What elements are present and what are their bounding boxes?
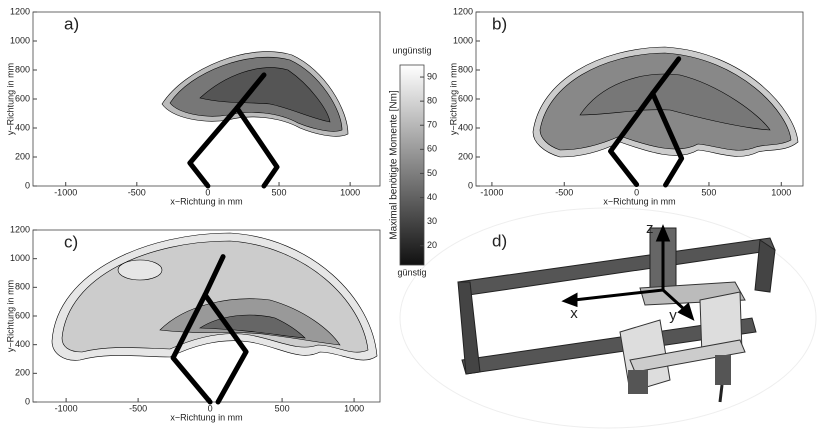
colorbar-top-label: ungünstig — [392, 45, 431, 55]
axis-y-label: y — [669, 307, 677, 324]
colorbar-label: Maximal benötigte Momente [Nm] — [389, 90, 400, 240]
figure: z x y d) -1000-5000500100002004006008001… — [0, 0, 817, 430]
y-axis-label: y−Richtung in mm — [5, 63, 15, 135]
y-tick-label: 400 — [15, 122, 30, 132]
colorbar-tick-label: 70 — [427, 120, 437, 130]
y-tick-label: 0 — [25, 396, 30, 406]
y-tick-label: 600 — [15, 93, 30, 103]
panel-label: b) — [492, 14, 507, 33]
colorbar-tick-label: 30 — [427, 216, 437, 226]
x-axis-label: x−Richtung in mm — [603, 196, 675, 206]
y-tick-label: 1000 — [10, 35, 30, 45]
x-tick-label: 1000 — [344, 403, 364, 413]
x-tick-label: 500 — [701, 187, 716, 197]
panel-label: a) — [64, 14, 79, 33]
y-tick-label: 1200 — [10, 224, 30, 234]
x-tick-label: -500 — [129, 403, 147, 413]
x-tick-label: -1000 — [55, 403, 78, 413]
colorbar-tick-label: 40 — [427, 192, 437, 202]
x-tick-label: 500 — [272, 187, 287, 197]
x-axis-label: x−Richtung in mm — [170, 412, 242, 422]
colorbar-tick-label: 50 — [427, 168, 437, 178]
contour-b — [533, 47, 798, 157]
axis-x-label: x — [570, 305, 578, 322]
y-tick-label: 800 — [458, 64, 473, 74]
x-tick-label: -500 — [128, 187, 146, 197]
x-tick-label: 1000 — [340, 187, 360, 197]
y-tick-label: 800 — [15, 64, 30, 74]
colorbar-tick-label: 60 — [427, 144, 437, 154]
y-axis-label: y−Richtung in mm — [448, 63, 458, 135]
x-tick-label: 500 — [275, 403, 290, 413]
x-tick-label: -500 — [555, 187, 573, 197]
y-tick-label: 800 — [15, 282, 30, 292]
y-tick-label: 0 — [468, 180, 473, 190]
panel-label: c) — [64, 232, 78, 251]
x-axis-label: x−Richtung in mm — [170, 196, 242, 206]
colorbar-bottom-label: günstig — [397, 267, 426, 277]
x-tick-label: 1000 — [771, 187, 791, 197]
x-tick-label: -1000 — [480, 187, 503, 197]
y-tick-label: 600 — [458, 93, 473, 103]
y-tick-label: 1200 — [453, 6, 473, 16]
colorbar — [400, 65, 424, 265]
y-tick-label: 1200 — [10, 6, 30, 16]
axis-z-label: z — [646, 220, 654, 237]
colorbar-tick-label: 90 — [427, 71, 437, 81]
robot-rendering — [400, 208, 816, 428]
y-axis-label: y−Richtung in mm — [5, 280, 15, 352]
colorbar-tick-label: 80 — [427, 96, 437, 106]
panel-label: d) — [492, 231, 507, 250]
colorbar-tick-label: 20 — [427, 240, 437, 250]
y-tick-label: 0 — [25, 180, 30, 190]
y-tick-label: 200 — [458, 151, 473, 161]
y-tick-label: 400 — [458, 122, 473, 132]
y-tick-label: 200 — [15, 151, 30, 161]
y-tick-label: 200 — [15, 368, 30, 378]
y-tick-label: 600 — [15, 310, 30, 320]
y-tick-label: 400 — [15, 339, 30, 349]
y-tick-label: 1000 — [10, 253, 30, 263]
x-tick-label: -1000 — [54, 187, 77, 197]
arm-link — [237, 108, 277, 186]
y-tick-label: 1000 — [453, 35, 473, 45]
contour-c — [52, 233, 377, 360]
contour-a — [162, 52, 348, 137]
